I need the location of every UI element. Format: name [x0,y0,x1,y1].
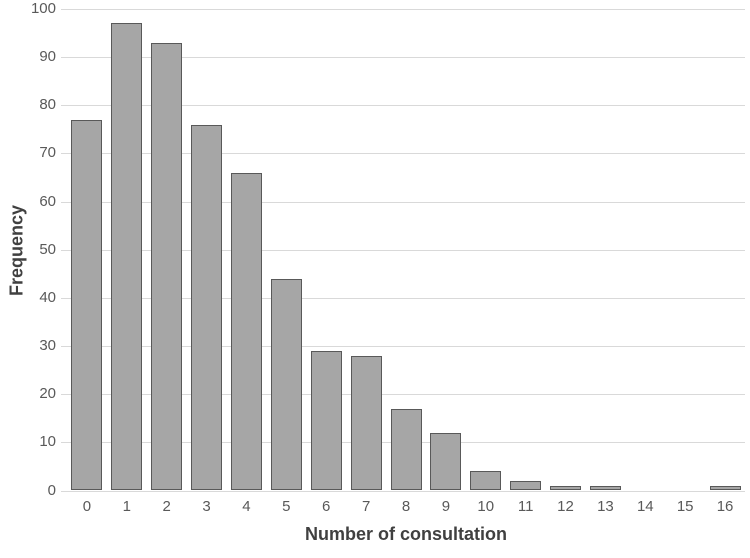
x-tick-label: 6 [322,497,331,515]
bar [510,480,542,491]
y-tick-label: 100 [30,0,56,17]
y-tick-mark [61,249,67,251]
bar [230,172,262,491]
bar [191,124,223,491]
y-tick-mark [61,9,67,10]
x-tick-label: 7 [361,497,371,515]
y-tick-label: 0 [47,481,56,499]
bar [550,485,582,491]
x-tick-label: 11 [517,497,534,515]
gridline [67,346,745,348]
bar [270,278,302,491]
x-tick-label: 10 [477,497,495,515]
y-tick-label: 50 [39,240,56,258]
gridline [67,9,745,10]
bar [151,42,183,491]
y-tick-mark [61,57,67,59]
y-tick-mark [61,346,67,348]
y-tick-mark [61,105,67,107]
x-tick-label: 0 [82,497,92,515]
gridline [67,394,745,396]
x-tick-label: 4 [242,497,251,515]
bar [430,432,462,491]
y-tick-mark [61,201,67,203]
y-tick-label: 70 [39,144,56,162]
gridline [67,490,745,492]
x-tick-label: 15 [676,497,694,515]
x-tick-label: 3 [202,497,211,515]
y-tick-mark [61,153,67,155]
gridline [67,201,745,203]
x-tick-label: 5 [282,497,291,515]
x-tick-label: 8 [401,497,411,515]
bar [111,23,143,491]
gridline [67,153,745,155]
x-tick-label: 2 [162,497,171,515]
y-tick-mark [61,297,67,299]
y-tick-mark [61,394,67,396]
gridline [67,105,745,107]
bar [350,355,382,491]
x-tick-label: 14 [636,497,654,515]
y-tick-label: 10 [39,433,56,451]
x-tick-label: 12 [557,497,574,515]
x-tick-label: 13 [597,497,614,515]
x-tick-label: 9 [441,497,451,515]
x-tick-label: 1 [122,497,131,515]
y-tick-label: 80 [39,96,56,114]
bar [71,119,103,491]
x-tick-label: 16 [716,497,734,515]
y-tick-label: 90 [39,48,56,66]
x-axis-title: Number of consultation [305,524,507,544]
y-tick-mark [61,442,67,444]
y-tick-label: 40 [39,288,56,306]
y-tick-label: 30 [39,337,56,355]
gridline [67,297,745,299]
y-tick-label: 20 [39,385,56,403]
bar [310,350,342,491]
bar [470,471,502,491]
gridline [67,249,745,251]
gridline [67,57,745,59]
bar [589,485,621,491]
bar [390,408,422,491]
bar [709,485,741,491]
y-tick-label: 60 [39,192,56,210]
y-tick-mark [61,490,67,492]
